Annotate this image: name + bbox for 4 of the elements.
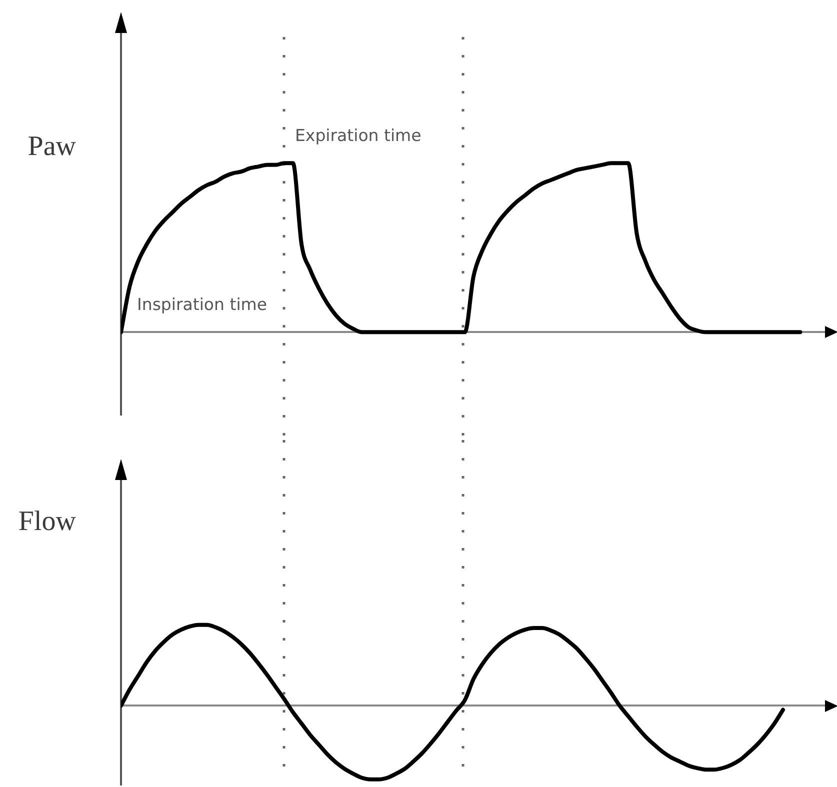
text: Expiration time <box>295 126 422 145</box>
y-axis-title: Paw <box>28 131 77 162</box>
annotation: Inspiration time <box>137 295 268 314</box>
y-axis-title: Flow <box>18 506 77 537</box>
